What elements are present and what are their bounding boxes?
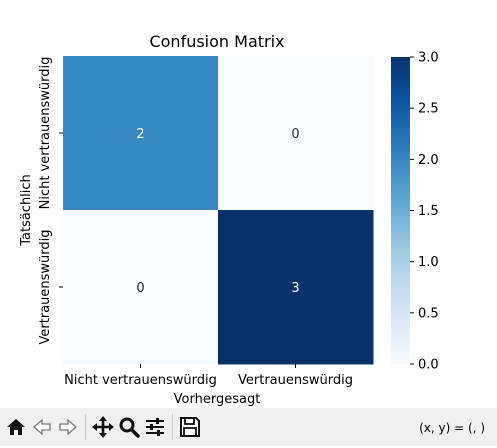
cell-value-label: 2 [136,127,144,142]
colorbar-tick-label: 2.0 [418,153,439,168]
x-tick-label: Vertrauenswürdig [238,373,353,388]
heatmap-cell [218,210,374,365]
pan-icon [92,416,114,438]
home-button[interactable] [3,412,29,442]
chart-title: Confusion Matrix [149,32,284,51]
y-axis-ticks: Nicht vertrauenswürdig Vertrauenswürdig [38,57,63,345]
y-tick-label: Vertrauenswürdig [38,230,53,345]
forward-button[interactable] [55,412,81,442]
cell-value-label: 3 [291,281,299,296]
coordinates-readout: (x, y) = (, ) [419,421,485,435]
colorbar-tick-label: 1.5 [418,204,439,219]
chart-figure: Confusion Matrix 2 00 3 Nicht vertrauenswü… [19,32,439,407]
toolbar-separator [172,414,173,440]
configure-icon [146,418,164,436]
colorbar-tick-label: 0.0 [418,358,439,373]
x-axis-ticks: Nicht vertrauenswürdig Vertrauenswürdig [64,364,353,388]
save-button[interactable] [177,412,203,442]
back-icon [33,418,51,436]
zoom-icon [119,417,140,438]
heatmap-cell [63,210,219,365]
toolbar: (x, y) = (, ) [0,408,497,446]
y-tick-label: Nicht vertrauenswürdig [38,57,53,210]
heatmap-cell [218,56,374,211]
configure-subplots-button[interactable] [142,412,168,442]
y-axis-label: Tatsächlich [19,174,34,247]
home-icon [7,419,25,435]
colorbar-tick-label: 3.0 [418,51,439,66]
cell-value-label: 0 [136,281,144,296]
forward-icon [59,418,77,436]
heatmap-cell [63,56,219,211]
back-button[interactable] [29,412,55,442]
cell-value-label: 0 [291,127,299,142]
save-icon [180,417,200,437]
x-axis-label: Vorhergesagt [174,392,261,407]
colorbar-ticks: 0.0 0.5 1.0 1.5 2.0 2.5 3.0 [410,51,439,373]
heatmap-cells: 2 00 3 [63,56,374,365]
colorbar [391,57,410,364]
colorbar-tick-label: 1.0 [418,255,439,270]
pan-button[interactable] [90,412,116,442]
toolbar-separator [85,414,86,440]
colorbar-tick-label: 2.5 [418,102,439,117]
colorbar-tick-label: 0.5 [418,306,439,321]
zoom-button[interactable] [116,412,142,442]
x-tick-label: Nicht vertrauenswürdig [64,373,217,388]
